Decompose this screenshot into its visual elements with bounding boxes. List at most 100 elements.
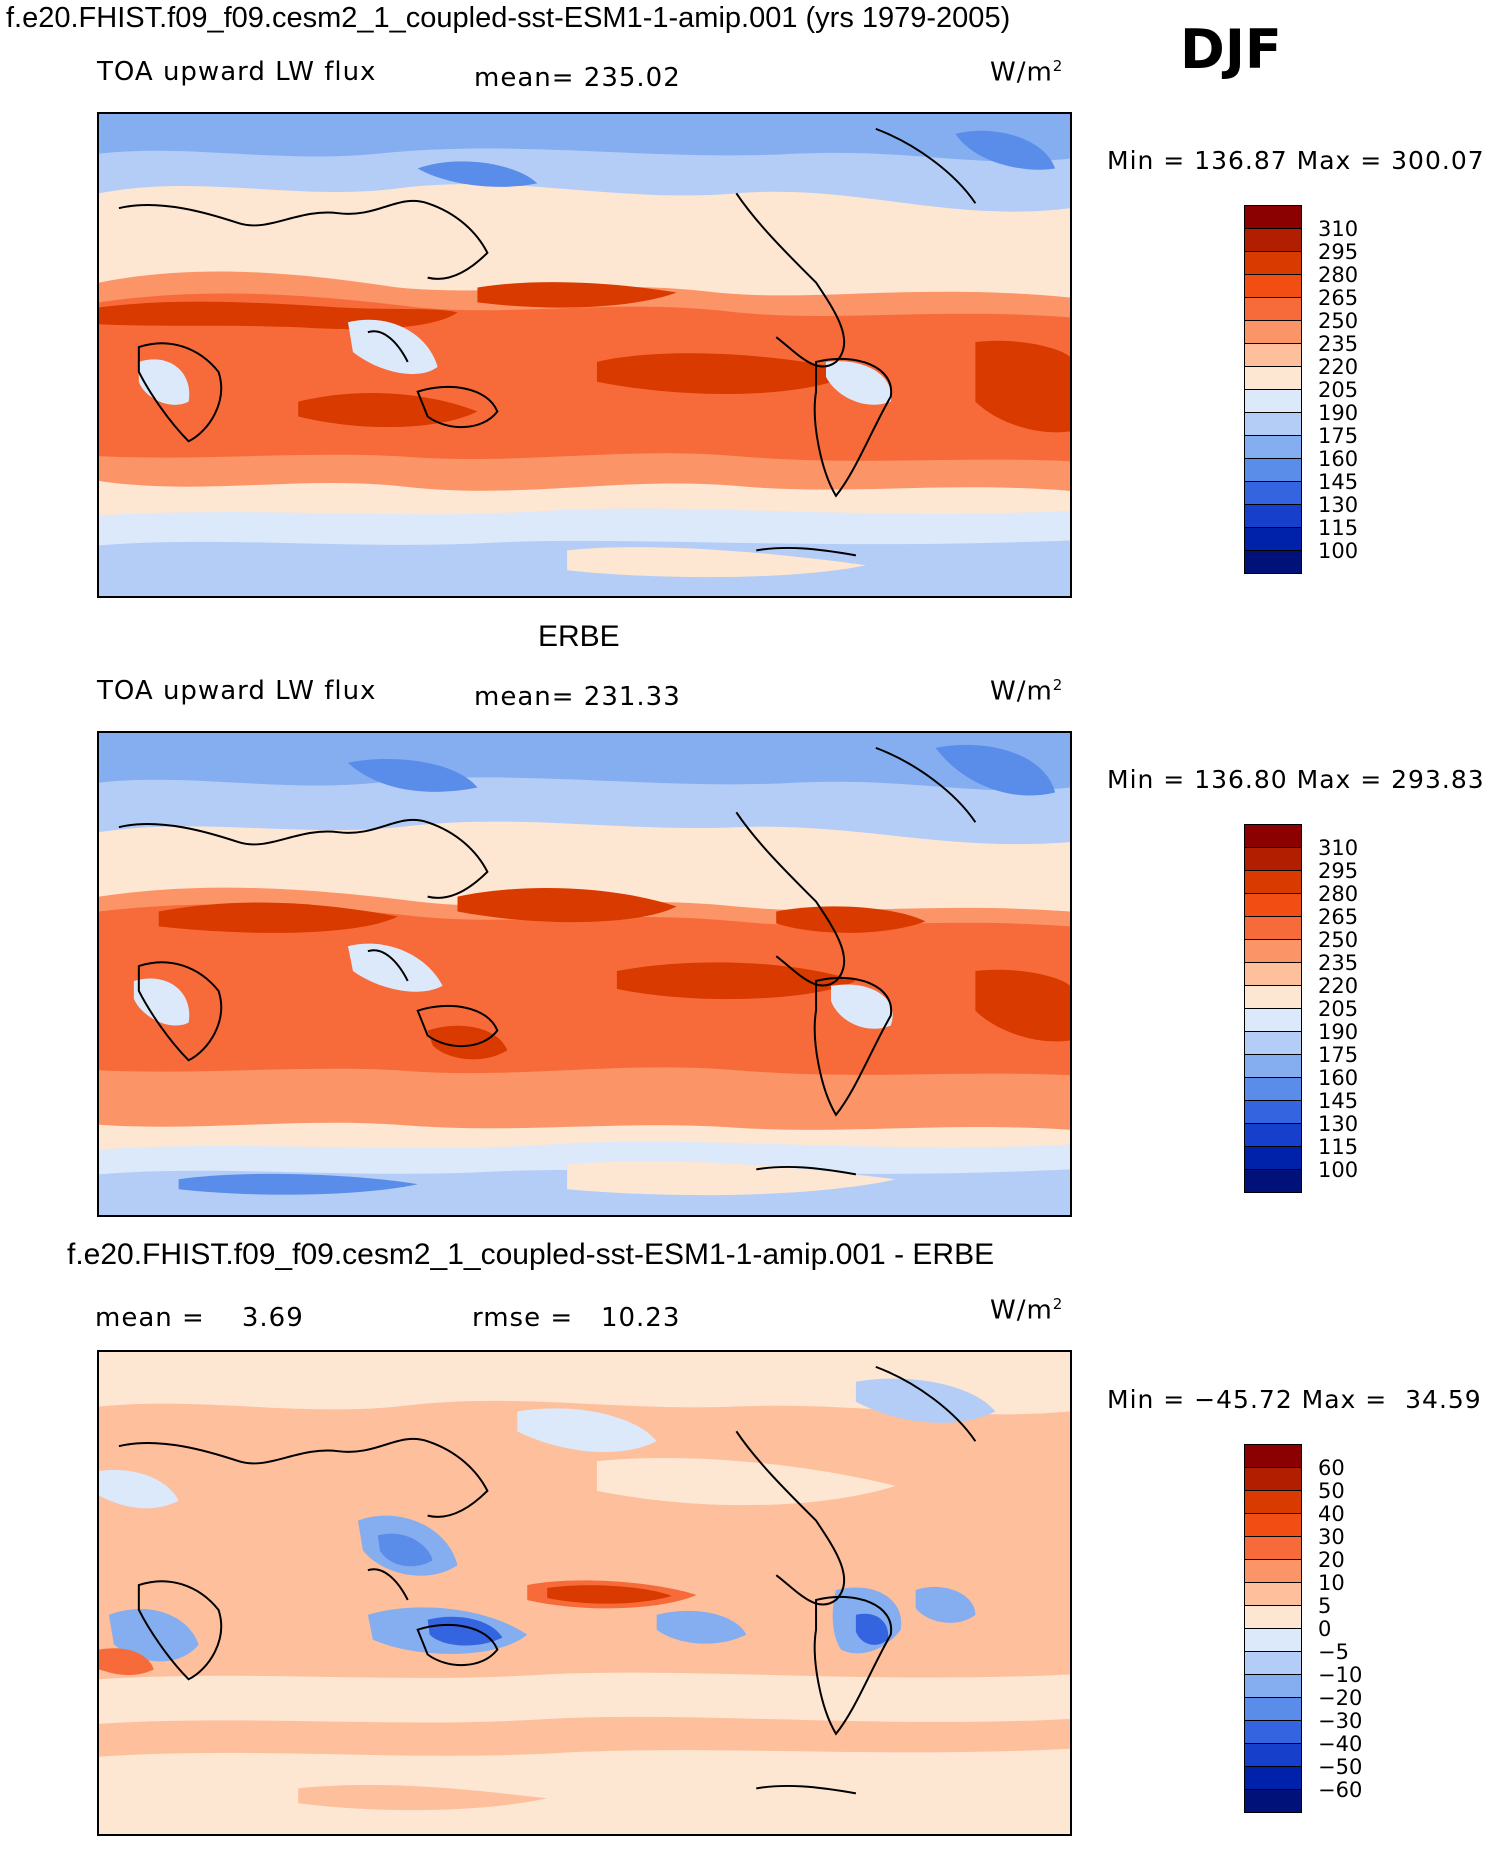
colorbar-swatch [1244, 412, 1302, 436]
panel-units: W/m2 [990, 57, 1064, 88]
colorbar-level-label: 100 [1318, 539, 1359, 563]
colorbar-swatch [1244, 1697, 1302, 1721]
colorbar-swatch [1244, 962, 1302, 986]
colorbar-level-label: 220 [1318, 355, 1359, 379]
colorbar-level-label: 130 [1318, 493, 1359, 517]
colorbar-level-label: −60 [1318, 1778, 1363, 1802]
colorbar-swatch [1244, 1789, 1302, 1813]
map-diff-plot [99, 1352, 1070, 1834]
colorbar-swatch [1244, 1536, 1302, 1560]
colorbar-level-label: 50 [1318, 1479, 1345, 1503]
colorbar-level-label: 130 [1318, 1112, 1359, 1136]
colorbar-level-label: −5 [1318, 1640, 1349, 1664]
colorbar-swatch [1244, 1559, 1302, 1583]
minmax-label: Min = −45.72 Max = 34.59 [1107, 1385, 1482, 1414]
map-model [97, 112, 1072, 598]
colorbar-swatch [1244, 1444, 1302, 1468]
colorbar-swatch [1244, 205, 1302, 229]
colorbar-swatch [1244, 1146, 1302, 1170]
colorbar-swatch [1244, 458, 1302, 482]
colorbar-swatch [1244, 1582, 1302, 1606]
colorbar-level-label: 5 [1318, 1594, 1332, 1618]
panel-left-label: TOA upward LW flux [97, 57, 377, 87]
colorbar-level-label: 145 [1318, 1089, 1359, 1113]
colorbar-level-label: −20 [1318, 1686, 1363, 1710]
colorbar-level-label: 280 [1318, 263, 1359, 287]
colorbar-swatch [1244, 916, 1302, 940]
season-label: DJF [1180, 18, 1282, 81]
colorbar-level-label: 20 [1318, 1548, 1345, 1572]
map-obs [97, 731, 1072, 1217]
colorbar-swatch [1244, 320, 1302, 344]
colorbar-level-label: 310 [1318, 836, 1359, 860]
colorbar-swatch [1244, 1100, 1302, 1124]
colorbar-swatch [1244, 939, 1302, 963]
colorbar-level-label: 175 [1318, 424, 1359, 448]
colorbar-level-label: 145 [1318, 470, 1359, 494]
colorbar-swatch [1244, 1766, 1302, 1790]
colorbar-swatch [1244, 1008, 1302, 1032]
colorbar-swatch [1244, 1123, 1302, 1147]
panel-left-label: TOA upward LW flux [97, 676, 377, 706]
panel-mean-label: mean = 3.69 [95, 1303, 304, 1333]
colorbar-level-label: −10 [1318, 1663, 1363, 1687]
colorbar-swatch [1244, 1651, 1302, 1675]
colorbar-swatch [1244, 251, 1302, 275]
colorbar-level-label: 100 [1318, 1158, 1359, 1182]
colorbar-swatch [1244, 1031, 1302, 1055]
colorbar-swatch [1244, 527, 1302, 551]
colorbar-swatch [1244, 550, 1302, 574]
colorbar-swatch [1244, 1054, 1302, 1078]
colorbar-level-label: −50 [1318, 1755, 1363, 1779]
colorbar-level-label: 250 [1318, 309, 1359, 333]
colorbar-swatch [1244, 1077, 1302, 1101]
colorbar-swatch [1244, 435, 1302, 459]
colorbar-level-label: 280 [1318, 882, 1359, 906]
colorbar-level-label: 160 [1318, 447, 1359, 471]
panel-title-diff: f.e20.FHIST.f09_f09.cesm2_1_coupled-sst-… [67, 1238, 995, 1271]
colorbar-level-label: 30 [1318, 1525, 1345, 1549]
colorbar-swatch [1244, 1490, 1302, 1514]
colorbar-level-label: 250 [1318, 928, 1359, 952]
colorbar-level-label: 190 [1318, 401, 1359, 425]
colorbar-level-label: 265 [1318, 905, 1359, 929]
colorbar-swatch [1244, 1628, 1302, 1652]
colorbar-level-label: 310 [1318, 217, 1359, 241]
colorbar-level-label: 205 [1318, 378, 1359, 402]
colorbar-diff [1244, 1444, 1302, 1813]
panel-units: W/m2 [990, 1295, 1064, 1326]
colorbar-swatch [1244, 504, 1302, 528]
colorbar-level-label: 115 [1318, 1135, 1359, 1159]
colorbar-level-label: 0 [1318, 1617, 1332, 1641]
panel-units: W/m2 [990, 676, 1064, 707]
colorbar-swatch [1244, 228, 1302, 252]
colorbar-level-label: 295 [1318, 859, 1359, 883]
minmax-label: Min = 136.87 Max = 300.07 [1107, 146, 1485, 175]
panel-title-erbe: ERBE [538, 620, 620, 653]
colorbar-swatch [1244, 1605, 1302, 1629]
map-obs-plot [99, 733, 1070, 1215]
panel-rmse-label: rmse = 10.23 [472, 1303, 681, 1333]
colorbar-swatch [1244, 1743, 1302, 1767]
colorbar-swatch [1244, 893, 1302, 917]
colorbar-level-label: 115 [1318, 516, 1359, 540]
map-model-plot [99, 114, 1070, 596]
colorbar-swatch [1244, 1513, 1302, 1537]
panel-mean-label: mean= 231.33 [474, 682, 681, 712]
map-diff [97, 1350, 1072, 1836]
colorbar-swatch [1244, 366, 1302, 390]
colorbar-swatch [1244, 870, 1302, 894]
colorbar-level-label: 10 [1318, 1571, 1345, 1595]
colorbar-swatch [1244, 847, 1302, 871]
colorbar-swatch [1244, 297, 1302, 321]
colorbar-level-label: −30 [1318, 1709, 1363, 1733]
colorbar-swatch [1244, 343, 1302, 367]
panel-mean-label: mean= 235.02 [474, 63, 681, 93]
colorbar-swatch [1244, 985, 1302, 1009]
minmax-label: Min = 136.80 Max = 293.83 [1107, 765, 1485, 794]
colorbar-swatch [1244, 1169, 1302, 1193]
colorbar-obs [1244, 824, 1302, 1193]
colorbar-level-label: 265 [1318, 286, 1359, 310]
colorbar-swatch [1244, 1720, 1302, 1744]
colorbar-level-label: 295 [1318, 240, 1359, 264]
